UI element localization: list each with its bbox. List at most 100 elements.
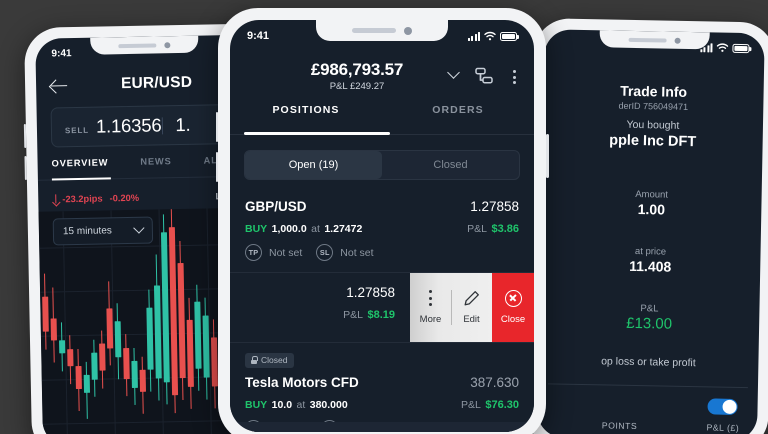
chart-candle	[139, 356, 147, 434]
segment-closed[interactable]: Closed	[433, 159, 468, 171]
position-card[interactable]: GBP/USD 1.27858 BUY 1,000.0 at 1.27472 P…	[230, 190, 534, 273]
side-label: BUY	[245, 223, 268, 235]
wifi-icon	[716, 43, 729, 52]
middle-status-bar: 9:41	[230, 20, 534, 52]
position-detail-row: BUY 10.0 at 380.000 P&L $76.30	[245, 395, 519, 413]
stop-loss-toggle[interactable]	[707, 398, 738, 415]
chevron-down-icon	[133, 221, 145, 234]
chart-candle	[75, 348, 83, 434]
sell-price: 1.16356	[95, 114, 162, 137]
middle-phone-screen: 9:41 £986,793.57 P&L £249.27	[230, 20, 534, 432]
chart-candle	[91, 339, 99, 434]
front-camera-icon	[164, 41, 171, 48]
tab-overview[interactable]: OVERVIEW	[51, 157, 109, 169]
balance-amount: £986,793.57	[310, 60, 404, 79]
close-action-button[interactable]: Close	[492, 273, 534, 342]
status-time: 9:41	[247, 30, 270, 42]
balance-block[interactable]: £986,793.57 P&L £249.27	[230, 60, 440, 92]
field-value: 1.00	[637, 201, 666, 218]
sell-quote[interactable]: SELL 1.16356	[52, 114, 162, 138]
tab-news[interactable]: NEWS	[140, 156, 172, 167]
wifi-icon	[484, 31, 496, 41]
chart-candle	[50, 287, 59, 434]
at-label: at	[296, 399, 306, 411]
power-button[interactable]	[546, 134, 549, 178]
right-phone-screen: Trade Info derID 756049471 You bought pp…	[536, 29, 765, 434]
volume-down-button[interactable]	[215, 152, 218, 182]
chart-candle	[67, 335, 75, 434]
chart-candle	[131, 347, 139, 434]
divider	[547, 383, 748, 389]
stop-loss-note: op loss or take profit	[601, 355, 696, 370]
pl-value: $8.19	[367, 309, 395, 321]
swiped-card-summary: 1.27858 P&L $8.19	[230, 273, 410, 342]
page-title: Trade Info	[620, 82, 688, 100]
more-vertical-icon	[428, 290, 433, 307]
balance-pl: P&L £249.27	[329, 81, 385, 92]
speaker-grille	[118, 42, 157, 48]
quantity: 10.0	[271, 399, 293, 411]
percent-change: -0.20%	[109, 192, 140, 204]
volume-down-button[interactable]	[24, 155, 27, 181]
right-status-bar	[544, 29, 765, 63]
field-pl: P&L £13.00	[539, 301, 760, 334]
quantity: 1,000.0	[271, 223, 307, 235]
segment-open[interactable]: Open (19)	[245, 151, 382, 179]
volume-up-button[interactable]	[215, 112, 218, 142]
position-pl: P&L $76.30	[461, 395, 519, 413]
position-card-swiped[interactable]: 1.27858 P&L $8.19 More	[230, 273, 534, 343]
volume-up-button[interactable]	[23, 123, 27, 149]
position-title-row: GBP/USD 1.27858	[245, 199, 519, 214]
closed-tag-row: Closed	[245, 351, 519, 369]
position-side-qty: BUY 1,000.0 at 1.27472	[245, 219, 362, 237]
timeframe-selector[interactable]: 15 minutes	[52, 216, 154, 246]
open-closed-segmented-control: Open (19) Closed	[244, 150, 520, 180]
position-card[interactable]: Closed Tesla Motors CFD 387.630 BUY 10.0…	[230, 345, 534, 432]
more-action-button[interactable]: More	[410, 290, 451, 325]
hierarchy-icon[interactable]	[472, 65, 496, 87]
pencil-icon	[464, 291, 479, 306]
pl-column[interactable]: P&L (£) 92.00	[647, 421, 749, 434]
edit-action-button[interactable]: Edit	[451, 290, 492, 325]
speaker-grille	[628, 37, 667, 43]
chevron-down-icon[interactable]	[447, 66, 460, 79]
bottom-strip	[230, 422, 534, 432]
tab-separator	[230, 134, 534, 135]
pips-change: -23.2pips	[52, 193, 103, 205]
current-price: 1.27858	[470, 199, 519, 214]
page-title: EUR/USD	[120, 73, 193, 93]
tab-positions[interactable]: POSITIONS	[272, 104, 340, 116]
pl-label: P&L	[343, 309, 364, 321]
pips-value: -23.2pips	[62, 193, 103, 205]
tp-badge-icon[interactable]: TP	[245, 244, 262, 261]
buy-price: 1.	[175, 113, 191, 136]
back-arrow-icon[interactable]	[50, 76, 69, 95]
status-badge: Closed	[245, 352, 295, 368]
more-vertical-icon[interactable]	[502, 65, 526, 87]
action-label: More	[419, 314, 442, 325]
chart-candle	[83, 361, 91, 434]
open-price: 380.000	[309, 399, 348, 411]
column-value: 92.0	[545, 430, 638, 434]
lock-icon	[251, 356, 258, 364]
instrument-name: pple Inc DFT	[609, 132, 697, 151]
field-value: 11.408	[629, 257, 672, 275]
column-header: P&L (£)	[706, 422, 740, 434]
position-pl: P&L $3.86	[467, 219, 519, 237]
tp-value: Not set	[269, 246, 303, 259]
chart-candle	[177, 240, 187, 434]
tab-orders[interactable]: ORDERS	[432, 104, 484, 116]
position-pl: P&L $8.19	[245, 305, 395, 323]
notch	[90, 35, 199, 55]
points-column[interactable]: POINTS 92.0	[545, 419, 647, 434]
column-header: POINTS	[601, 420, 638, 432]
sl-badge-icon[interactable]: SL	[316, 244, 334, 261]
open-price: 1.27472	[324, 223, 363, 235]
account-balance-bar: £986,793.57 P&L £249.27	[230, 56, 534, 96]
trade-info-header: Trade Info derID 756049471 You bought pp…	[543, 81, 764, 151]
status-time: 9:41	[51, 47, 72, 59]
field-amount: Amount 1.00	[541, 187, 761, 219]
right-phone-device: Trade Info derID 756049471 You bought pp…	[525, 18, 768, 434]
points-pl-row: POINTS 92.0 P&L (£) 92.00	[545, 419, 749, 434]
